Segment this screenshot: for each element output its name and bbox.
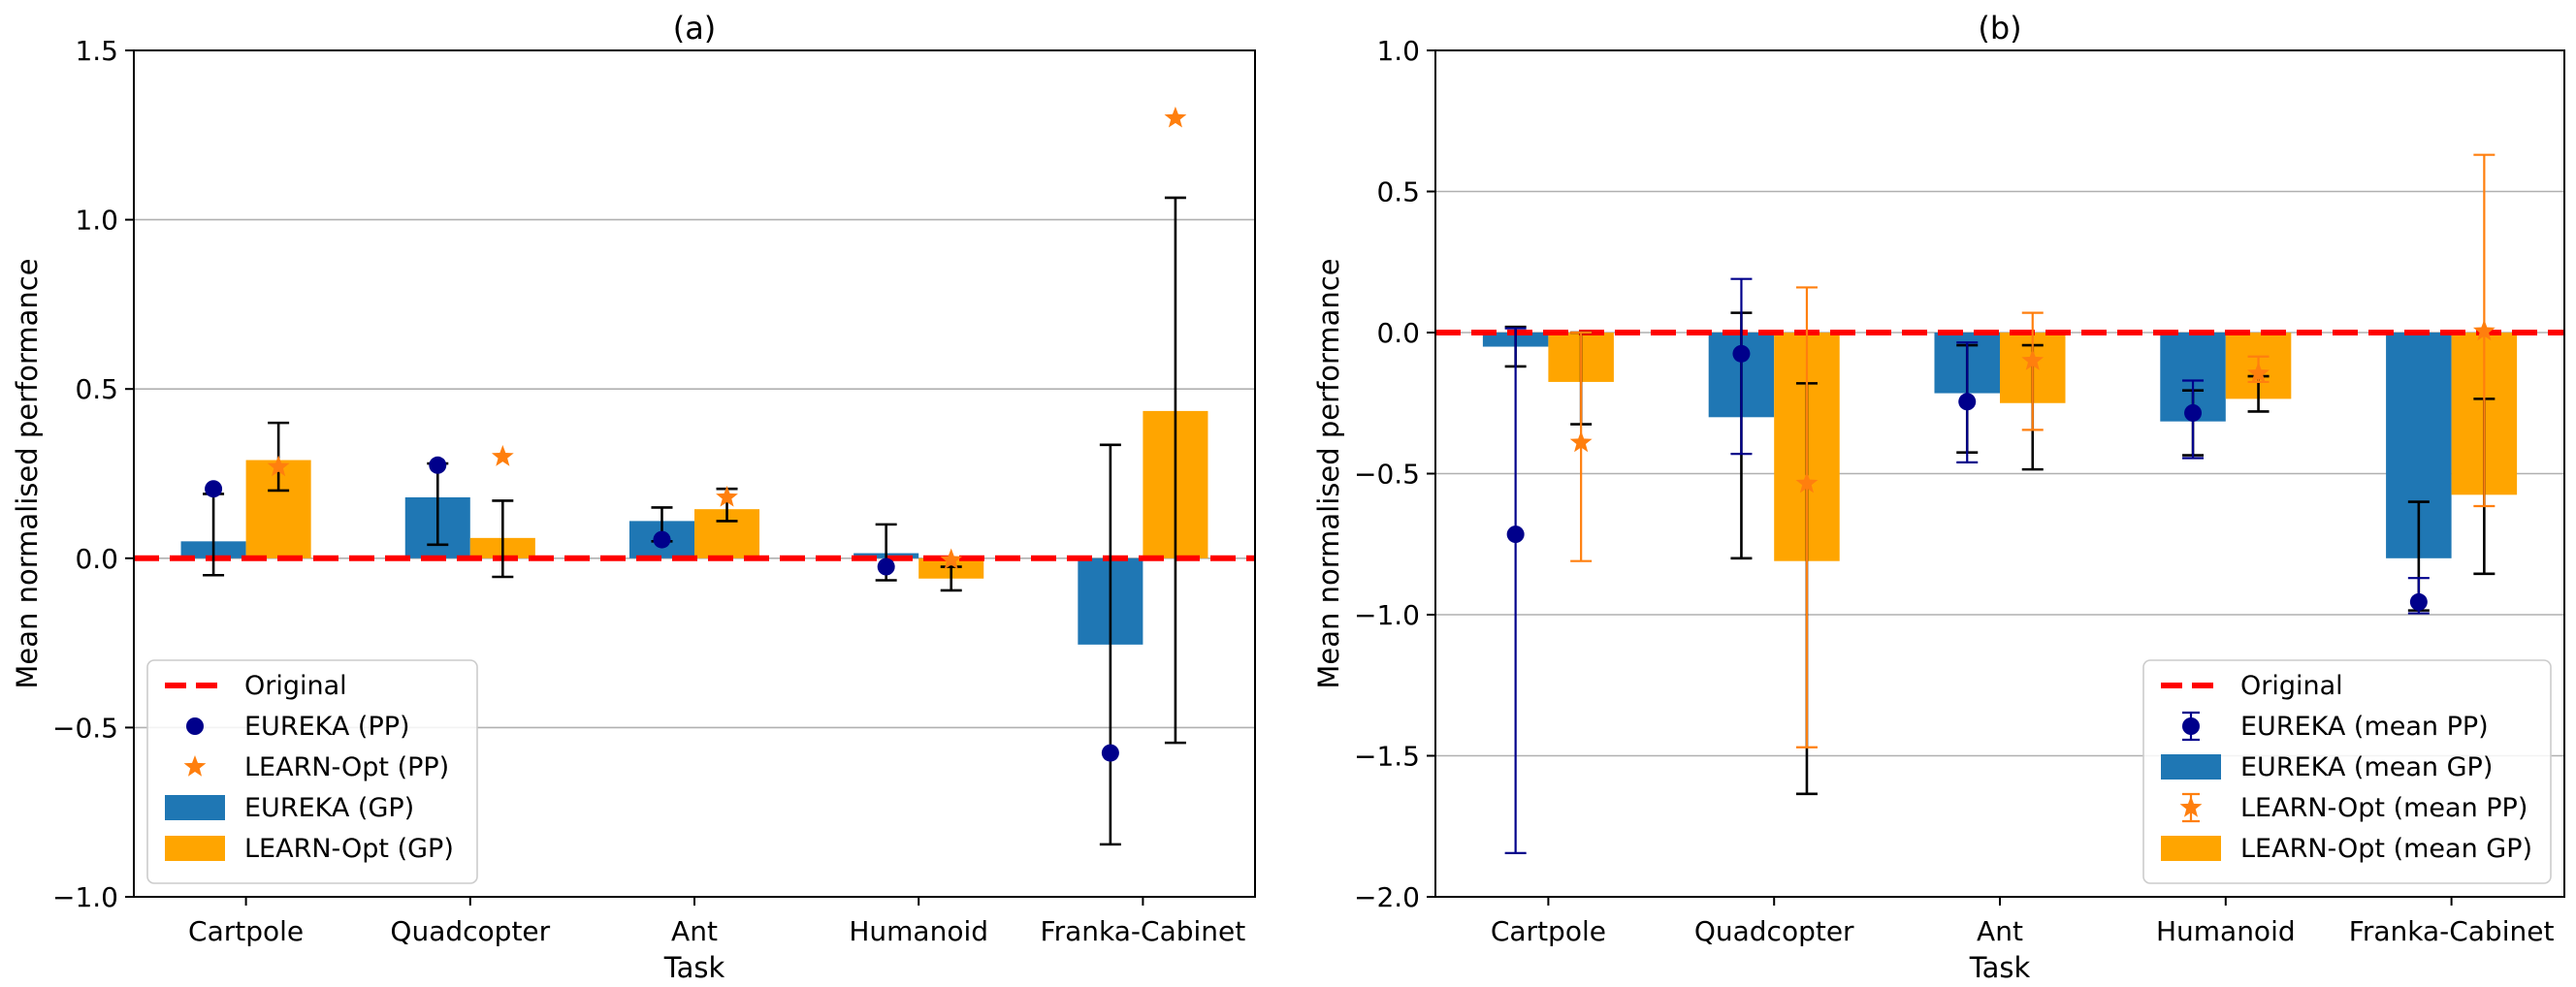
y-tick-label: 0.5 [1376, 176, 1420, 208]
y-axis: −1.0 −0.5 0.0 0.5 1.0 1.5 [52, 35, 134, 913]
y-tick-label: −1.0 [1354, 599, 1420, 631]
legend-dot-key [186, 717, 204, 735]
x-tick-label: Quadcopter [390, 915, 550, 947]
point-ant-learn-opt [716, 485, 738, 507]
x-tick-label: Humanoid [2156, 915, 2296, 947]
point-cartpole-eureka [205, 480, 223, 498]
legend: Original EUREKA (mean PP) EUREKA (mean GP)… [2142, 659, 2552, 884]
x-tick-label: Cartpole [1491, 915, 1606, 947]
y-tick-label: 0.0 [75, 543, 118, 575]
point-quadcopter-learn-opt [1795, 471, 1819, 494]
x-axis: Cartpole Quadcopter Ant Humanoid Franka-Cabi… [188, 897, 1245, 947]
legend-label: EUREKA (mean GP) [2240, 752, 2493, 782]
y-tick-label: 1.5 [75, 35, 118, 67]
point-quadcopter-eureka [429, 456, 447, 474]
series-learn-opt-points [1569, 153, 2496, 748]
legend-star-key [2179, 796, 2203, 817]
legend-label: LEARN-Opt (GP) [244, 834, 454, 864]
series-eureka-points [205, 456, 1119, 762]
point-quadcopter-learn-opt [491, 445, 514, 466]
point-franka-cabinet-learn-opt [2472, 319, 2496, 341]
series-eureka-points [1504, 277, 2430, 854]
point-cartpole-learn-opt [267, 455, 290, 477]
legend-bar-key [2161, 836, 2221, 861]
legend-label: Original [244, 671, 347, 701]
legend-item: EUREKA (PP) [186, 712, 410, 742]
legend-box [2142, 659, 2552, 884]
legend-dot-key [2182, 717, 2200, 735]
point-humanoid-eureka [2184, 403, 2203, 422]
chart-panel-a: −1.0 −0.5 0.0 0.5 1.0 1.5 Cartpole Quadcopter An… [11, 10, 1256, 984]
x-tick-label: Franka-Cabinet [2349, 915, 2555, 947]
x-tick-label: Ant [1977, 915, 2023, 947]
legend-label: EUREKA (GP) [244, 793, 414, 823]
y-tick-label: 1.0 [75, 205, 118, 237]
point-franka-cabinet-eureka [1101, 744, 1119, 762]
point-franka-cabinet-eureka [2409, 592, 2428, 611]
point-cartpole-eureka [1506, 525, 1525, 544]
legend-box [146, 659, 478, 884]
legend: Original EUREKA (PP) LEARN-Opt (PP) EUREKA … [146, 659, 478, 884]
y-tick-label: −0.5 [1354, 459, 1420, 491]
x-axis: Cartpole Quadcopter Ant Humanoid Franka-Cabi… [1491, 897, 2555, 947]
legend-label: LEARN-Opt (mean PP) [2240, 793, 2528, 823]
y-tick-label: −0.5 [52, 712, 118, 744]
x-tick-label: Quadcopter [1694, 915, 1854, 947]
legend-item: EUREKA (mean PP) [2182, 711, 2489, 742]
legend-bar-key [2161, 754, 2221, 780]
legend-item: Original [2161, 671, 2343, 701]
legend-item: EUREKA (GP) [165, 793, 414, 823]
legend-star-key [183, 755, 207, 777]
legend-label: EUREKA (mean PP) [2240, 712, 2489, 742]
series-eureka-bars [1482, 333, 2452, 558]
y-axis: −2.0 −1.5 −1.0 −0.5 0.0 0.5 1.0 [1354, 35, 1435, 913]
y-tick-label: 1.0 [1376, 35, 1420, 67]
point-ant-eureka [653, 530, 671, 549]
x-axis-title: Task [663, 951, 725, 984]
y-tick-label: −2.0 [1354, 881, 1420, 913]
x-tick-label: Humanoid [849, 915, 988, 947]
point-humanoid-learn-opt [940, 548, 963, 570]
legend-item: Original [165, 671, 347, 701]
x-tick-label: Franka-Cabinet [1041, 915, 1246, 947]
point-ant-eureka [1958, 393, 1977, 411]
y-axis-title: Mean normalised performance [1312, 258, 1345, 688]
legend-label: EUREKA (PP) [244, 712, 410, 742]
y-tick-label: −1.0 [52, 881, 118, 913]
legend-label: LEARN-Opt (PP) [244, 752, 449, 782]
y-tick-label: −1.5 [1354, 741, 1420, 773]
x-tick-label: Ant [671, 915, 718, 947]
legend-bar-key [165, 795, 225, 820]
panel-title: (a) [673, 10, 717, 47]
point-ant-learn-opt [2021, 349, 2045, 370]
y-axis-title: Mean normalised performance [11, 258, 44, 688]
legend-item: LEARN-Opt (mean GP) [2161, 834, 2532, 864]
legend-bar-key [165, 836, 225, 861]
series-learn-opt-points [267, 106, 1187, 570]
legend-item: LEARN-Opt (PP) [183, 752, 449, 782]
point-franka-cabinet-learn-opt [1164, 106, 1187, 128]
point-humanoid-learn-opt [2247, 362, 2270, 383]
x-tick-label: Cartpole [188, 915, 304, 947]
legend-item: LEARN-Opt (GP) [165, 834, 454, 864]
y-tick-label: 0.0 [1376, 317, 1420, 349]
legend-label: LEARN-Opt (mean GP) [2240, 834, 2532, 864]
legend-label: Original [2240, 671, 2343, 701]
x-axis-title: Task [1969, 951, 2031, 984]
panel-title: (b) [1978, 10, 2021, 47]
chart-panel-b: −2.0 −1.5 −1.0 −0.5 0.0 0.5 1.0 Cartpole Quadcop… [1312, 10, 2565, 984]
legend-item: EUREKA (mean GP) [2161, 752, 2493, 782]
point-quadcopter-eureka [1732, 344, 1751, 363]
point-cartpole-learn-opt [1569, 430, 1593, 453]
point-humanoid-eureka [877, 557, 895, 576]
y-tick-label: 0.5 [75, 373, 118, 405]
legend-item: LEARN-Opt (mean PP) [2179, 792, 2528, 823]
